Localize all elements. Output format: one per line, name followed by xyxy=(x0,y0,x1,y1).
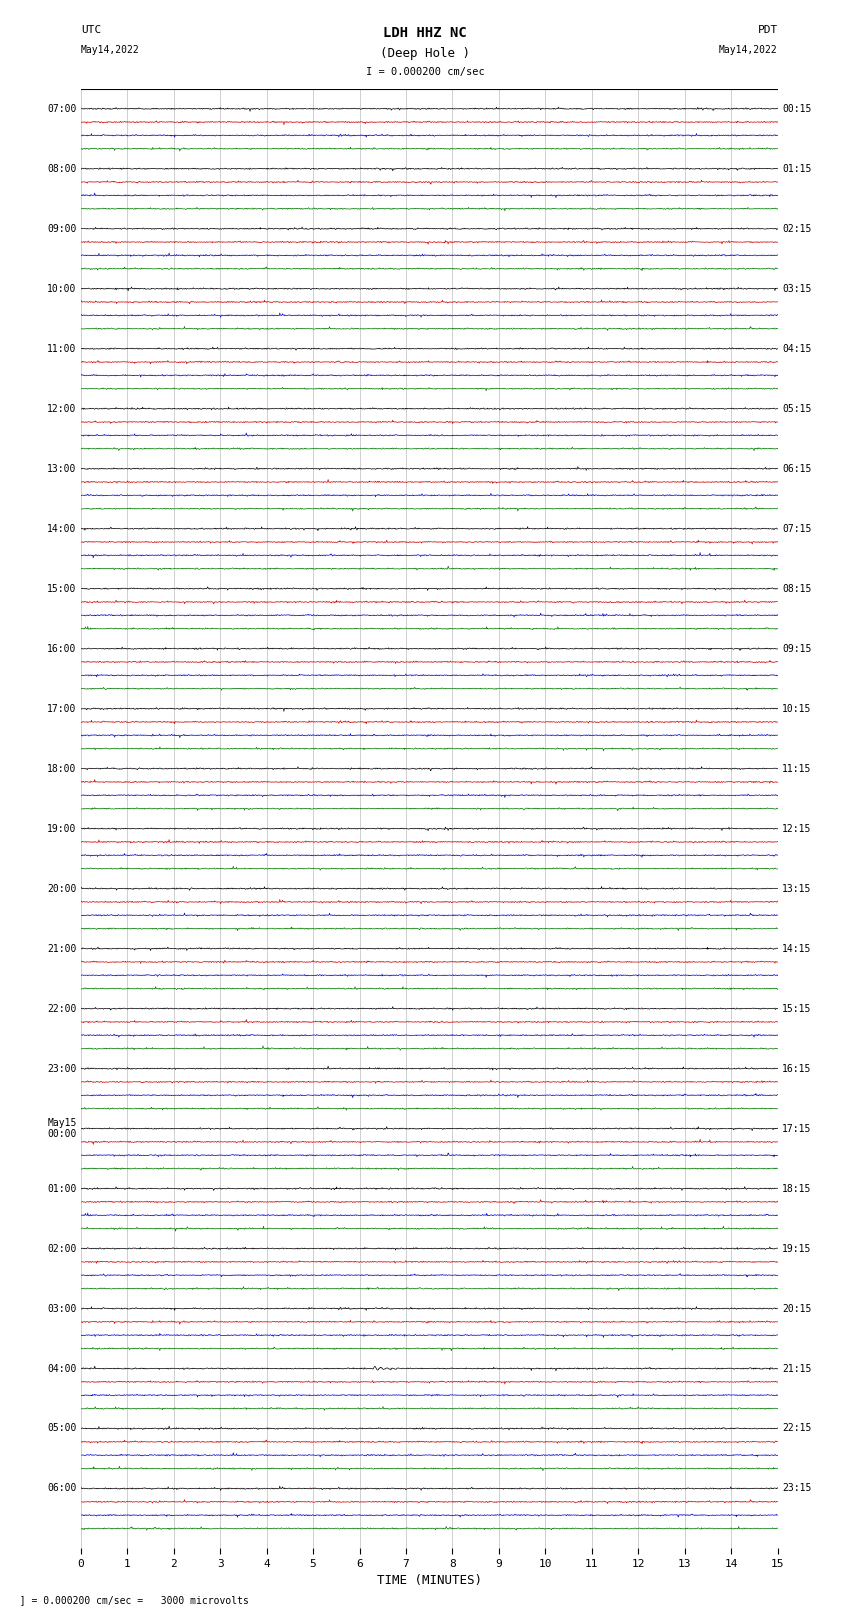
Text: UTC: UTC xyxy=(81,26,101,35)
Text: (Deep Hole ): (Deep Hole ) xyxy=(380,47,470,60)
Text: May14,2022: May14,2022 xyxy=(719,45,778,55)
Text: PDT: PDT xyxy=(757,26,778,35)
Text: LDH HHZ NC: LDH HHZ NC xyxy=(383,26,467,40)
X-axis label: TIME (MINUTES): TIME (MINUTES) xyxy=(377,1574,482,1587)
Text: May14,2022: May14,2022 xyxy=(81,45,139,55)
Text: I = 0.000200 cm/sec: I = 0.000200 cm/sec xyxy=(366,68,484,77)
Text: ] = 0.000200 cm/sec =   3000 microvolts: ] = 0.000200 cm/sec = 3000 microvolts xyxy=(8,1595,249,1605)
